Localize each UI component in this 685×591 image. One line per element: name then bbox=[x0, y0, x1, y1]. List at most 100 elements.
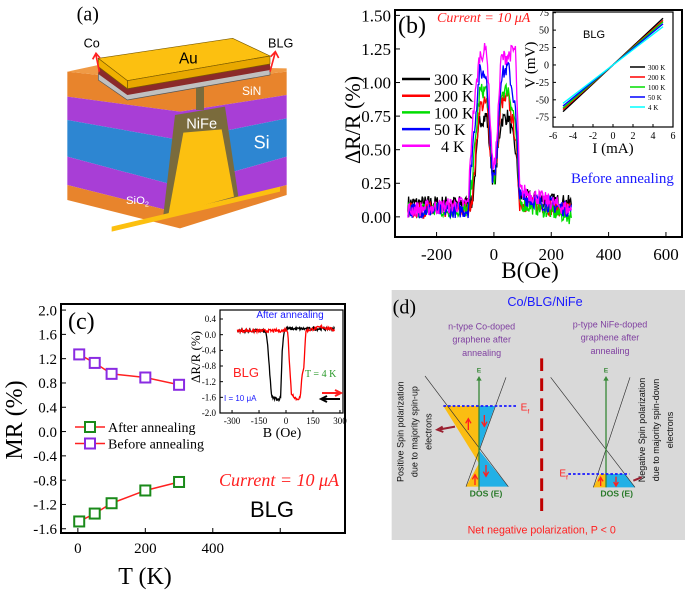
y-tick-label: -0.8 bbox=[202, 361, 217, 371]
x-tick-label: 0 bbox=[490, 245, 499, 264]
inset-x-axis-title: B (Oe) bbox=[263, 426, 302, 441]
y-tick-label: 25 bbox=[539, 43, 549, 54]
spin-down-arrow-icon bbox=[481, 415, 488, 428]
y-tick-label: -0.4 bbox=[33, 449, 57, 465]
data-point-marker bbox=[173, 378, 186, 391]
y-tick-label: 0.4 bbox=[205, 314, 217, 324]
data-point-marker bbox=[173, 475, 186, 488]
spin-up-dos-upper bbox=[443, 406, 479, 464]
x-tick-label: 200 bbox=[134, 541, 157, 557]
left-header-line: graphene after bbox=[452, 335, 511, 345]
x-tick-label: 0 bbox=[74, 541, 82, 557]
inset-legend-label: 200 K bbox=[648, 74, 665, 82]
y-tick-label: -1.6 bbox=[33, 522, 57, 538]
nife-label: NiFe bbox=[186, 116, 217, 132]
inset-title: After annealing bbox=[256, 310, 323, 321]
nife-stem bbox=[196, 86, 204, 110]
x-tick-label: 400 bbox=[596, 245, 622, 264]
y-tick-label: -25 bbox=[536, 78, 549, 89]
current-annotation: Current = 10 μA bbox=[219, 470, 340, 490]
data-point-marker bbox=[139, 484, 152, 497]
cone-line bbox=[593, 377, 631, 488]
energy-axis-label: E bbox=[604, 368, 609, 375]
purple-layer-left bbox=[67, 96, 180, 140]
y-tick-label: -1.2 bbox=[202, 377, 216, 387]
x-tick-label: -200 bbox=[421, 245, 452, 264]
dos-label-left: DOS (E) bbox=[470, 489, 503, 499]
chart-b: -200 0 200 400 6000.000.250.500.751.001.251.… bbox=[340, 6, 683, 283]
legend-label: After annealing bbox=[108, 421, 195, 436]
sin-label: SiN bbox=[242, 84, 261, 98]
dos-label-right: DOS (E) bbox=[600, 489, 633, 499]
x-tick-label: 400 bbox=[202, 541, 225, 557]
right-side-text: due to majority spin-down bbox=[651, 379, 661, 482]
iv-line-4k bbox=[562, 26, 664, 104]
panel-d-title: Co/BLG/NiFe bbox=[507, 295, 582, 309]
energy-axis-label: E bbox=[477, 368, 482, 375]
y-tick-label: -0.4 bbox=[202, 345, 217, 355]
legend-label: Before annealing bbox=[108, 438, 204, 453]
spin-up-arrow-icon bbox=[465, 417, 472, 430]
energy-arrow-icon bbox=[476, 376, 482, 381]
panel-b-label: (b) bbox=[398, 13, 426, 39]
left-pointer-arrow-icon bbox=[434, 425, 456, 433]
data-point-marker bbox=[105, 367, 118, 380]
data-point-marker bbox=[73, 348, 86, 361]
y-tick-label: 0 bbox=[544, 60, 549, 71]
chart-b_inset: -6 -4 -2 0 2 4 6 -75 -50 -25 0 25 50 75 300 K 200 K 100 … bbox=[523, 8, 676, 157]
yellow-core bbox=[168, 129, 234, 215]
panel-c-label: (c) bbox=[68, 309, 95, 335]
sweep-down-line bbox=[236, 325, 336, 403]
x-tick-label: 6 bbox=[671, 131, 676, 142]
right-header-line: graphene after bbox=[581, 333, 640, 343]
y-tick-label: -2.0 bbox=[202, 408, 217, 418]
au-label: Au bbox=[179, 50, 198, 67]
spin-up-arrow-icon bbox=[597, 476, 604, 486]
panel-d-band-diagram: (d) Co/BLG/NiFe n-type Co-doped graphene… bbox=[391, 290, 685, 540]
y-tick-label: 0.25 bbox=[361, 174, 391, 193]
fermi-level-label: Ef bbox=[559, 469, 568, 482]
spin-down-dos-upper bbox=[479, 406, 495, 450]
blg-arrow-icon bbox=[269, 50, 280, 72]
data-point-marker bbox=[139, 371, 152, 384]
x-tick-label: 150 bbox=[306, 416, 320, 426]
x-tick-label: 200 bbox=[539, 245, 565, 264]
y-tick-label: 1.50 bbox=[361, 6, 391, 25]
inset-blg-label: BLG bbox=[583, 29, 605, 41]
right-header-line: p-type NiFe-doped bbox=[573, 319, 648, 329]
legend-marker bbox=[84, 437, 96, 450]
left-side-text: due to majority spin-up bbox=[409, 386, 419, 477]
spin-down-dos-right bbox=[606, 474, 635, 488]
x-tick-label: -6 bbox=[549, 131, 557, 142]
x-tick-label: -300 bbox=[224, 416, 241, 426]
y-tick-label: -0.8 bbox=[33, 473, 57, 489]
inset-legend-label: 300 K bbox=[648, 64, 665, 72]
spin-up-arrow-icon bbox=[471, 473, 479, 485]
y-tick-label: 1.25 bbox=[361, 40, 391, 59]
y-tick-label: 75 bbox=[539, 8, 549, 19]
x-tick-label: -4 bbox=[569, 131, 577, 142]
x-tick-label: 0 bbox=[284, 416, 289, 426]
y-tick-label: 0.00 bbox=[361, 208, 391, 227]
legend-label: 200 K bbox=[434, 89, 474, 106]
y-tick-label: -75 bbox=[536, 113, 549, 124]
data-point-marker bbox=[88, 356, 101, 369]
x-tick-label: 600 bbox=[653, 245, 679, 264]
x-tick-label: 2 bbox=[631, 131, 636, 142]
inset-blg-label: BLG bbox=[233, 365, 259, 380]
data-point-marker bbox=[73, 515, 86, 528]
y-tick-label: 2.0 bbox=[38, 303, 57, 319]
inset-y-axis-title: V (mV) bbox=[523, 42, 539, 89]
fermi-level-label: Ef bbox=[521, 403, 530, 416]
y-axis-title: ΔR/R (%) bbox=[340, 76, 365, 164]
inset-legend-label: 4 K bbox=[648, 104, 658, 112]
cone-line bbox=[465, 377, 507, 487]
sweep-up-arrow-icon bbox=[322, 389, 344, 397]
panel-a-device-schematic: (a) Au SiN NiFe Si SiO2 Co BLG bbox=[67, 4, 293, 232]
y-tick-label: 0.0 bbox=[205, 330, 217, 340]
data-point-marker bbox=[88, 507, 101, 520]
series-line-4k bbox=[407, 43, 572, 218]
right-side-text: Negative Spin polarization bbox=[637, 378, 647, 483]
energy-arrow-icon bbox=[603, 376, 609, 381]
